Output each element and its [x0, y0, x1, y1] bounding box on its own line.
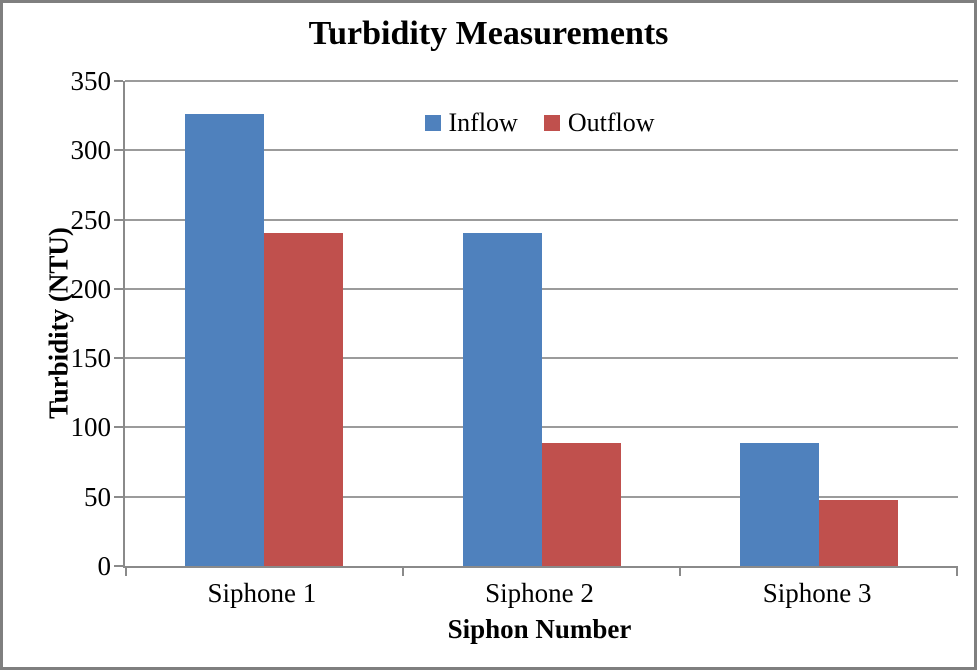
gridline-250 [125, 218, 958, 221]
y-axis-tick [114, 149, 123, 152]
y-axis-tick [114, 218, 123, 221]
y-axis-tick [114, 357, 123, 360]
bar-outflow-siphone-2 [541, 442, 621, 566]
x-category-label-siphone-2: Siphone 2 [485, 578, 594, 608]
gridline-150 [125, 357, 958, 360]
bar-outflow-siphone-3 [819, 499, 899, 566]
y-tick-label-250: 250 [70, 204, 112, 235]
gridline-100 [125, 426, 958, 429]
bar-inflow-siphone-1 [184, 114, 264, 566]
x-axis-tick [401, 566, 404, 576]
legend-label-inflow: Inflow [448, 108, 518, 137]
y-tick-label-0: 0 [97, 551, 112, 581]
y-axis-tick [114, 495, 123, 498]
x-category-label-siphone-1: Siphone 1 [207, 578, 317, 608]
y-axis-tick [114, 287, 123, 290]
legend-swatch-outflow-icon [543, 115, 560, 131]
y-axis-title: Turbidity (NTU) [43, 227, 74, 419]
x-axis-tick [956, 566, 958, 576]
y-tick-label-100: 100 [70, 412, 112, 443]
gridline-350 [125, 80, 958, 82]
y-tick-label-150: 150 [70, 343, 112, 374]
gridline-300 [125, 149, 958, 152]
bar-inflow-siphone-3 [740, 442, 820, 566]
x-category-label-siphone-3: Siphone 3 [762, 578, 872, 608]
bar-inflow-siphone-2 [462, 233, 542, 566]
y-tick-label-350: 350 [70, 66, 112, 96]
y-tick-label-200: 200 [70, 273, 112, 304]
legend-item-outflow: Outflow [543, 108, 655, 138]
chart-title: Turbidity Measurements [308, 15, 669, 52]
y-tick-label-50: 50 [84, 481, 111, 512]
y-axis-tick [114, 80, 123, 82]
y-axis-tick [114, 565, 123, 567]
x-axis-tick [679, 566, 682, 576]
legend: Inflow Outflow [123, 108, 956, 138]
x-axis-tick [125, 566, 127, 576]
legend-swatch-inflow-icon [424, 115, 441, 131]
y-axis-tick [114, 426, 123, 429]
bar-outflow-siphone-1 [263, 233, 343, 566]
legend-label-outflow: Outflow [567, 108, 655, 137]
y-tick-label-300: 300 [70, 135, 112, 166]
gridline-200 [125, 287, 958, 290]
x-axis-title: Siphon Number [447, 614, 632, 644]
legend-item-inflow: Inflow [424, 108, 518, 138]
plot-area [114, 80, 958, 576]
